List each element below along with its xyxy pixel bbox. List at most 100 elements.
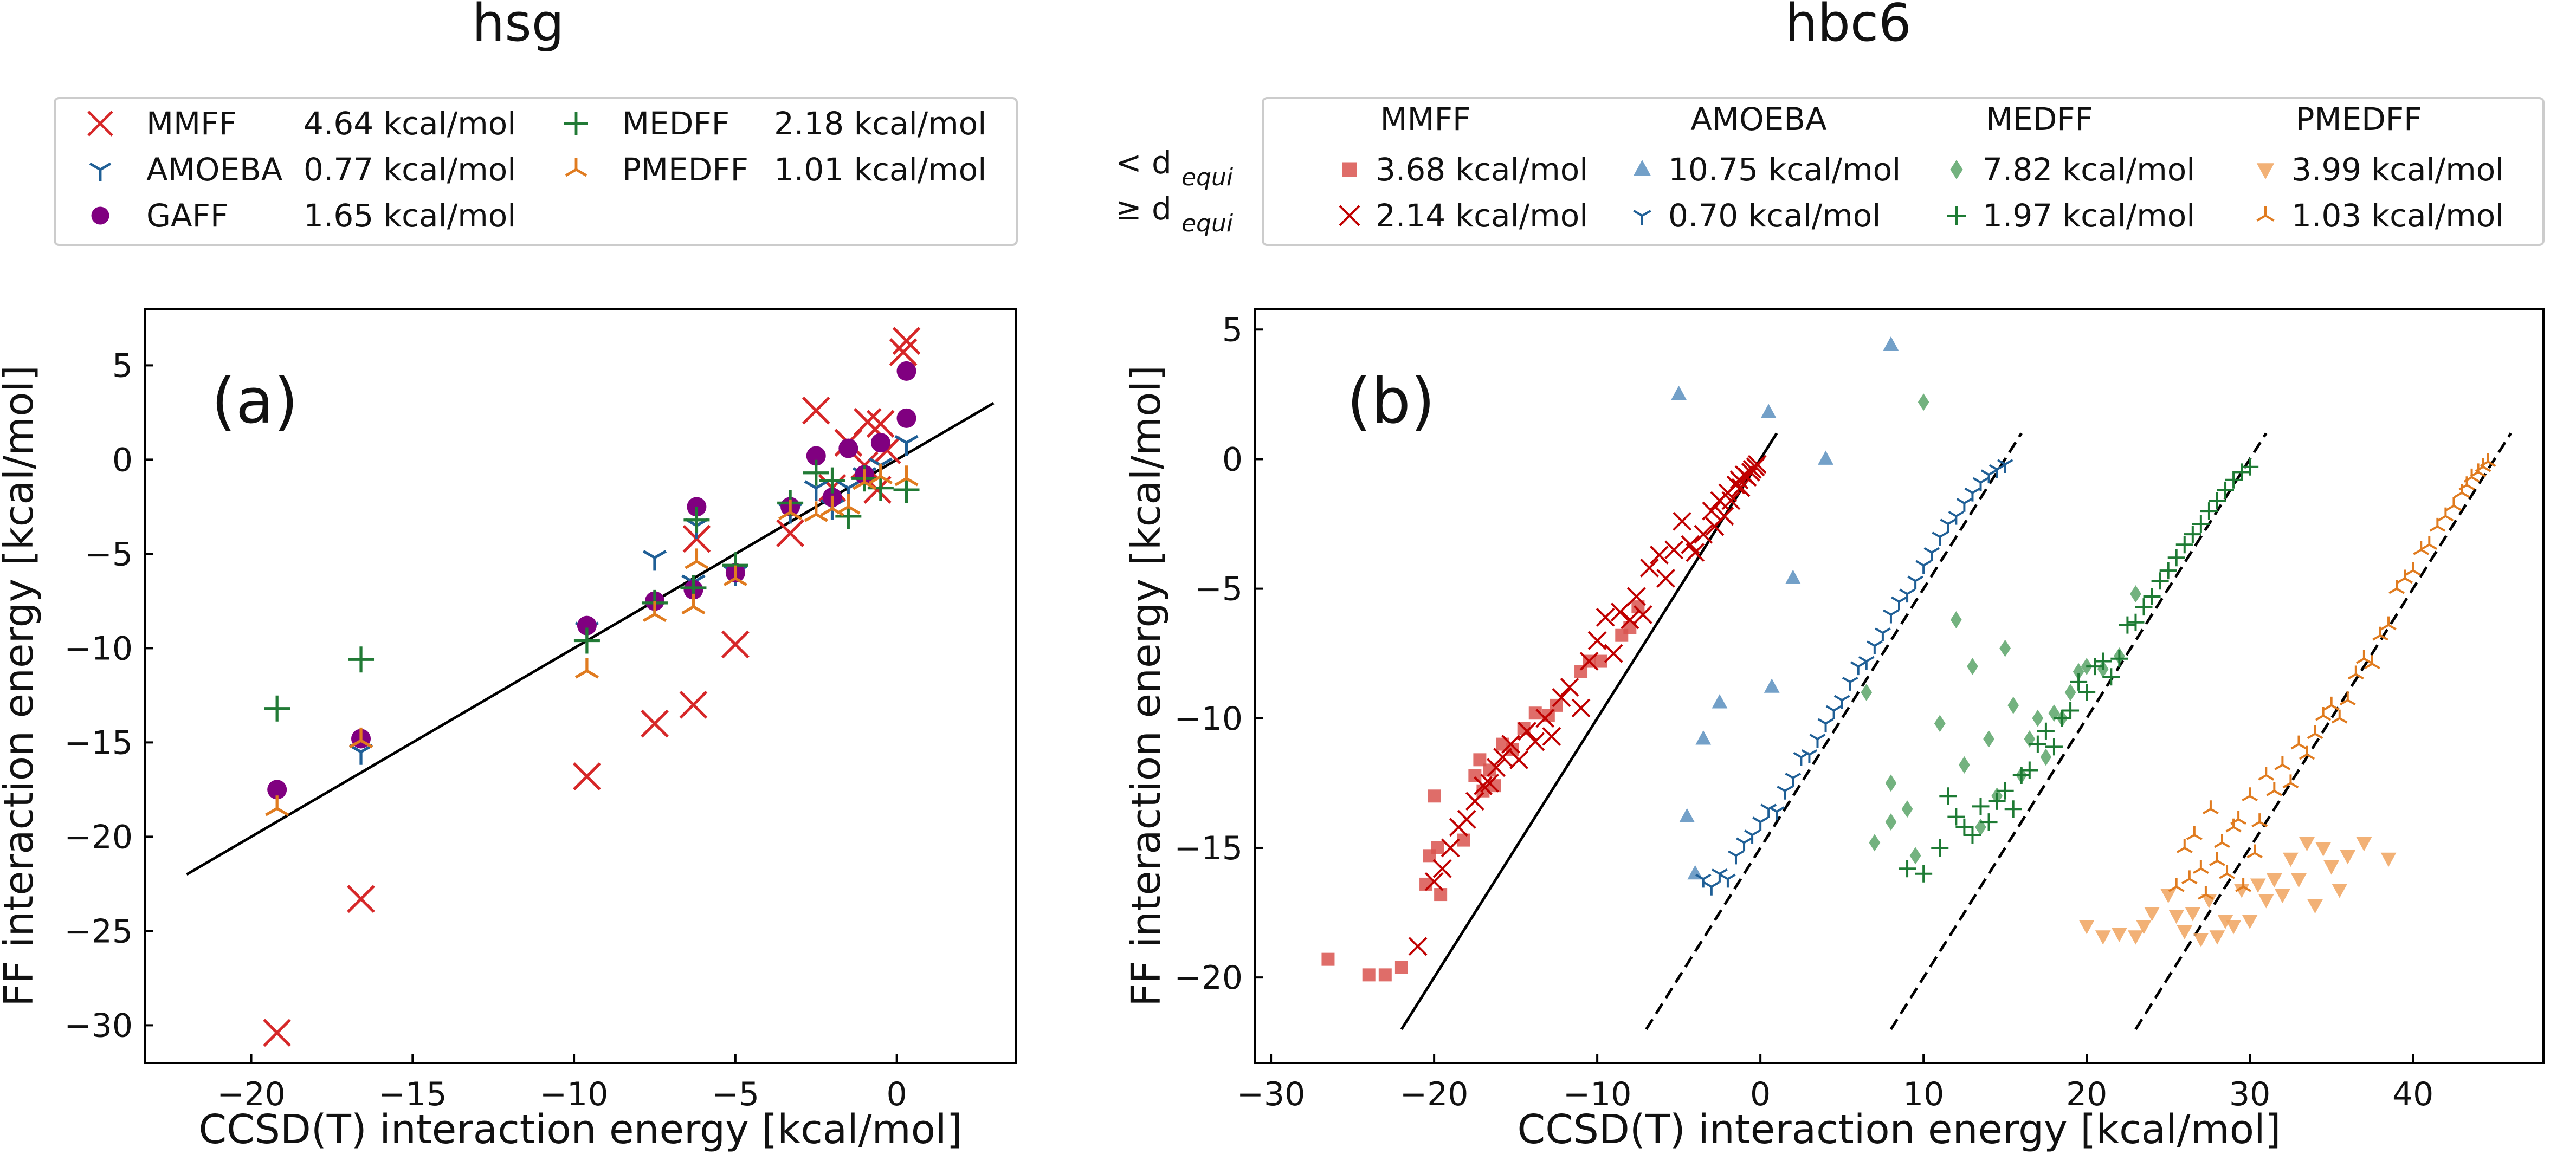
panel-b-point-amoeba-above xyxy=(1768,806,1785,820)
panel-b-point-mmff-above xyxy=(1535,709,1555,728)
panel-a-point-gaff xyxy=(896,408,916,428)
panel-b-point-pmedff-above xyxy=(2307,725,2323,740)
panel-b-point-mmff-above xyxy=(1552,688,1571,707)
panel-b-point-pmedff-below xyxy=(2291,873,2307,888)
legend-b-marker-medff-above xyxy=(1947,206,1966,225)
panel-b-point-amoeba-above xyxy=(1736,837,1752,852)
panel-b-point-medff-below xyxy=(1999,639,2011,657)
legend-a-marker-amoeba xyxy=(89,162,112,181)
legend-a-value-amoeba: 0.77 kcal/mol xyxy=(304,151,516,188)
panel-b-point-amoeba-below xyxy=(1695,730,1712,745)
panel-b-point-mmff-below xyxy=(1362,968,1376,982)
panel-b-reference-line xyxy=(1889,432,2268,1030)
panel-b-point-medff-above xyxy=(1899,860,1916,878)
panel-b-point-amoeba-above xyxy=(1932,531,1948,546)
panel-b-point-mmff-above xyxy=(1747,455,1767,474)
panel-b-point-medff-above xyxy=(2102,668,2120,686)
panel-b-point-medff-above xyxy=(1955,818,1973,836)
panel-b-point-medff-below xyxy=(2024,730,2036,748)
panel-b-point-medff-above xyxy=(2004,800,2022,818)
panel-b-point-medff-above xyxy=(2200,502,2218,520)
legend-b-value-pmedff-below: 3.99 kcal/mol xyxy=(2291,151,2504,188)
panel-b-ytick-label: −15 xyxy=(1174,829,1243,867)
panel-b-point-medff-above xyxy=(2045,738,2063,756)
panel-b-point-amoeba-above xyxy=(1866,640,1883,654)
panel-b-series-amoeba-above xyxy=(1695,459,2013,896)
panel-b-point-medff-below xyxy=(1909,847,1921,865)
panel-b-point-medff-below xyxy=(1959,756,1970,774)
panel-b-point-pmedff-below xyxy=(2225,920,2242,935)
panel-b-point-mmff-above xyxy=(1721,491,1741,510)
panel-b-point-amoeba-below xyxy=(1671,385,1687,400)
panel-b-point-amoeba-above xyxy=(1891,596,1907,611)
panel-b-series-pmedff-above xyxy=(2168,453,2496,900)
legend-a-marker-gaff xyxy=(91,206,109,225)
legend-b-marker-pmedff-below xyxy=(2256,163,2275,179)
legend-b-marker-amoeba-above xyxy=(1633,210,1651,225)
panel-b-point-mmff-below xyxy=(1428,789,1441,803)
panel-b-point-amoeba-below xyxy=(1760,404,1777,418)
panel-b-point-medff-below xyxy=(2073,663,2084,680)
panel-a-point-pmedff xyxy=(685,548,709,569)
panel-a-xtick-label: −15 xyxy=(378,1075,447,1113)
panel-b-point-amoeba-below xyxy=(1883,336,1899,351)
legend-b-header-pmedff: PMEDFF xyxy=(2295,101,2422,138)
panel-a-series-mmff xyxy=(263,327,921,1047)
panel-a-point-pmedff xyxy=(265,795,289,816)
panel-a-point-medff xyxy=(819,467,845,494)
panel-a-ytick-label: −15 xyxy=(64,724,133,762)
panel-b-point-medff-above xyxy=(2054,709,2071,727)
panel-a-point-mmff xyxy=(892,327,921,355)
panel-b-point-pmedff-below xyxy=(2380,852,2397,867)
panel-b-point-mmff-above xyxy=(1465,792,1484,811)
panel-b-point-pmedff-above xyxy=(2437,507,2454,522)
panel-b-point-pmedff-above xyxy=(2282,774,2299,789)
panel-b-point-mmff-below xyxy=(1378,968,1392,982)
panel-b-point-mmff-below xyxy=(1468,769,1482,782)
panel-a-point-mmff xyxy=(682,524,711,553)
panel-a-point-mmff xyxy=(347,885,375,913)
panel-b-point-amoeba-above xyxy=(1728,850,1744,865)
panel-b-series-mmff-above xyxy=(1408,455,1767,956)
panel-b-point-mmff-above xyxy=(1441,838,1460,858)
legend-a-value-pmedff: 1.01 kcal/mol xyxy=(774,151,986,188)
panel-a-xtick-label: −10 xyxy=(540,1075,609,1113)
panel-a-point-amoeba xyxy=(642,550,667,571)
panel-b-point-mmff-above xyxy=(1694,524,1713,544)
panel-b-point-pmedff-above xyxy=(2230,811,2246,825)
panel-b-point-pmedff-above xyxy=(2445,497,2462,511)
panel-b-xtick-label: 10 xyxy=(1903,1075,1944,1113)
panel-b-point-amoeba-above xyxy=(1997,459,2013,474)
panel-b-point-mmff-above xyxy=(1542,727,1561,746)
panel-a-point-pmedff xyxy=(778,499,803,521)
panel-a-point-gaff xyxy=(870,433,890,453)
panel-a-point-mmff xyxy=(573,762,601,790)
panel-b-point-amoeba-above xyxy=(1720,873,1736,888)
panel-b-point-amoeba-below xyxy=(1679,808,1695,822)
panel-b-point-medff-below xyxy=(2048,704,2060,722)
legend-a-marker-medff xyxy=(564,112,588,135)
panel-b-point-mmff-above xyxy=(1408,937,1428,956)
panel-b-point-mmff-above xyxy=(1715,507,1734,526)
panel-b-point-mmff-above xyxy=(1664,540,1684,560)
legend-a-value-medff: 2.18 kcal/mol xyxy=(774,105,986,142)
legend-a-label-mmff: MMFF xyxy=(146,105,237,142)
panel-a-point-mmff xyxy=(889,338,918,366)
panel-b-point-amoeba-above xyxy=(1907,575,1923,590)
panel-b-point-mmff-above xyxy=(1571,698,1591,718)
panel-b-point-mmff-above xyxy=(1673,511,1692,531)
panel-b-point-mmff-above xyxy=(1560,677,1579,697)
panel-b-point-mmff-above xyxy=(1457,809,1476,829)
panel-b-point-pmedff-above xyxy=(2397,569,2413,584)
panel-b-point-pmedff-above xyxy=(2214,834,2230,848)
panel-b-reference-line xyxy=(1400,432,1778,1030)
panel-a-xlabel: CCSD(T) interaction energy [kcal/mol] xyxy=(199,1106,963,1153)
panel-a-ytick-label: −30 xyxy=(64,1007,133,1045)
panel-b-point-pmedff-above xyxy=(2258,767,2275,781)
panel-a-xtick-label: −5 xyxy=(712,1075,759,1113)
panel-a-point-gaff xyxy=(838,438,858,458)
panel-b-xtick-label: −30 xyxy=(1237,1075,1306,1113)
panel-b-point-pmedff-below xyxy=(2160,889,2177,904)
panel-b-point-pmedff-below xyxy=(2193,932,2209,948)
panel-b-point-medff-above xyxy=(2094,652,2112,670)
